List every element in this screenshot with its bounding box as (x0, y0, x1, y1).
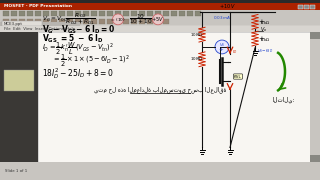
Bar (3, 19, 9, 24)
Text: KVL: KVL (234, 75, 242, 78)
Bar (155, 19, 161, 24)
Bar (19, 12, 25, 16)
Text: $6\,k\Omega$: $6\,k\Omega$ (260, 36, 270, 43)
Text: يتم حل هذه المعادلة بالمستوى حسب العلاقة: يتم حل هذه المعادلة بالمستوى حسب العلاقة (94, 86, 226, 93)
Bar (83, 19, 89, 24)
Text: MOSFET - PDF Presentation: MOSFET - PDF Presentation (4, 4, 72, 8)
Bar (310, 32, 320, 39)
Bar (0, 17, 320, 25)
Bar (107, 12, 113, 16)
Bar (35, 12, 41, 16)
Bar (298, 4, 303, 8)
Bar (0, 3, 320, 10)
Bar (0, 10, 320, 17)
Text: $V_o$: $V_o$ (260, 25, 267, 34)
Bar (310, 4, 315, 8)
Bar (115, 19, 121, 24)
Text: $18I_D^2 - 25I_D + 8 = 0$: $18I_D^2 - 25I_D + 8 = 0$ (42, 66, 114, 81)
Bar (107, 19, 113, 24)
Text: $10\,M\Omega$: $10\,M\Omega$ (190, 55, 204, 62)
Bar (2, 21, 42, 26)
Text: +: + (258, 19, 264, 25)
Bar (147, 19, 153, 24)
Text: $+5\,V$: $+5\,V$ (151, 15, 165, 23)
Bar (91, 19, 97, 24)
Bar (0, 22, 80, 26)
Bar (51, 12, 57, 16)
Bar (43, 12, 49, 16)
Text: $+10\,V$: $+10\,V$ (219, 1, 235, 10)
Bar (75, 19, 81, 24)
Bar (27, 19, 33, 24)
Bar (4, 70, 34, 91)
Text: +: + (219, 47, 223, 52)
Bar (163, 12, 169, 16)
Bar (123, 19, 129, 24)
Bar (155, 12, 161, 16)
Bar (139, 12, 145, 16)
Bar (59, 12, 65, 16)
Bar (131, 12, 137, 16)
Bar (43, 19, 49, 24)
Bar (179, 12, 185, 16)
Text: $=(10)$: $=(10)$ (110, 16, 126, 23)
Bar (147, 12, 153, 16)
Text: التالي:: التالي: (273, 96, 295, 103)
Text: $\mathbf{V_G{-}\ V_{GS}{-}\ 6\,I_D{=}0}$: $\mathbf{V_G{-}\ V_{GS}{-}\ 6\,I_D{=}0}$ (42, 24, 115, 37)
Bar (163, 19, 169, 24)
Bar (187, 12, 193, 16)
Bar (123, 12, 129, 16)
Bar (51, 19, 57, 24)
Text: $V_S{-}6I_D$: $V_S{-}6I_D$ (257, 47, 273, 55)
Bar (99, 12, 105, 16)
Text: File  Edit  View  Insert  Options  Help: File Edit View Insert Options Help (4, 27, 75, 31)
Bar (19, 19, 25, 24)
Text: +: + (258, 36, 264, 42)
Text: $I_D$: $I_D$ (232, 48, 237, 56)
Text: $\dfrac{10}{10+10}$: $\dfrac{10}{10+10}$ (129, 12, 153, 26)
Bar (171, 12, 177, 16)
Text: $V_G = V_{00}\dfrac{R_{G2}}{R_{G2}+R_{G1}}$: $V_G = V_{00}\dfrac{R_{G2}}{R_{G2}+R_{G1… (42, 12, 95, 27)
Bar (75, 12, 81, 16)
Text: $I_D = \dfrac{1}{2}k_n^{\prime}\dfrac{W}{L}(V_{GS}-V_{tn})^2$: $I_D = \dfrac{1}{2}k_n^{\prime}\dfrac{W}… (42, 41, 114, 57)
Bar (0, 26, 320, 32)
Bar (35, 19, 41, 24)
Circle shape (113, 14, 124, 25)
Bar (139, 19, 145, 24)
Text: Slide 1 of 1: Slide 1 of 1 (5, 169, 27, 173)
Bar (38, 32, 310, 162)
Bar (11, 19, 17, 24)
Bar (67, 19, 73, 24)
Bar (310, 32, 320, 162)
Bar (115, 12, 121, 16)
Bar (27, 12, 33, 16)
Bar (0, 162, 320, 180)
Text: $\mathbf{V_{GS}\ =5\ -\ 6\,I_D}$: $\mathbf{V_{GS}\ =5\ -\ 6\,I_D}$ (42, 33, 103, 45)
Text: $6\,k\Omega$: $6\,k\Omega$ (260, 19, 270, 26)
Bar (59, 19, 65, 24)
Text: MCE3.ppt: MCE3.ppt (4, 22, 23, 26)
Bar (3, 12, 9, 16)
Bar (91, 12, 97, 16)
Text: $10\,M\Omega$: $10\,M\Omega$ (190, 31, 204, 38)
Bar (304, 4, 309, 8)
Circle shape (215, 40, 229, 54)
Bar (0, 32, 38, 162)
Circle shape (153, 14, 164, 25)
Text: $V_S$: $V_S$ (219, 41, 225, 49)
Bar (83, 12, 89, 16)
Text: $= \dfrac{1}{2}\times 1\times(5-6I_D-1)^2$: $= \dfrac{1}{2}\times 1\times(5-6I_D-1)^… (52, 53, 130, 69)
Bar (67, 12, 73, 16)
Bar (11, 12, 17, 16)
Text: $0.03\,mA$: $0.03\,mA$ (213, 14, 231, 21)
Bar (131, 19, 137, 24)
Bar (310, 155, 320, 162)
Bar (99, 19, 105, 24)
Bar (195, 12, 201, 16)
